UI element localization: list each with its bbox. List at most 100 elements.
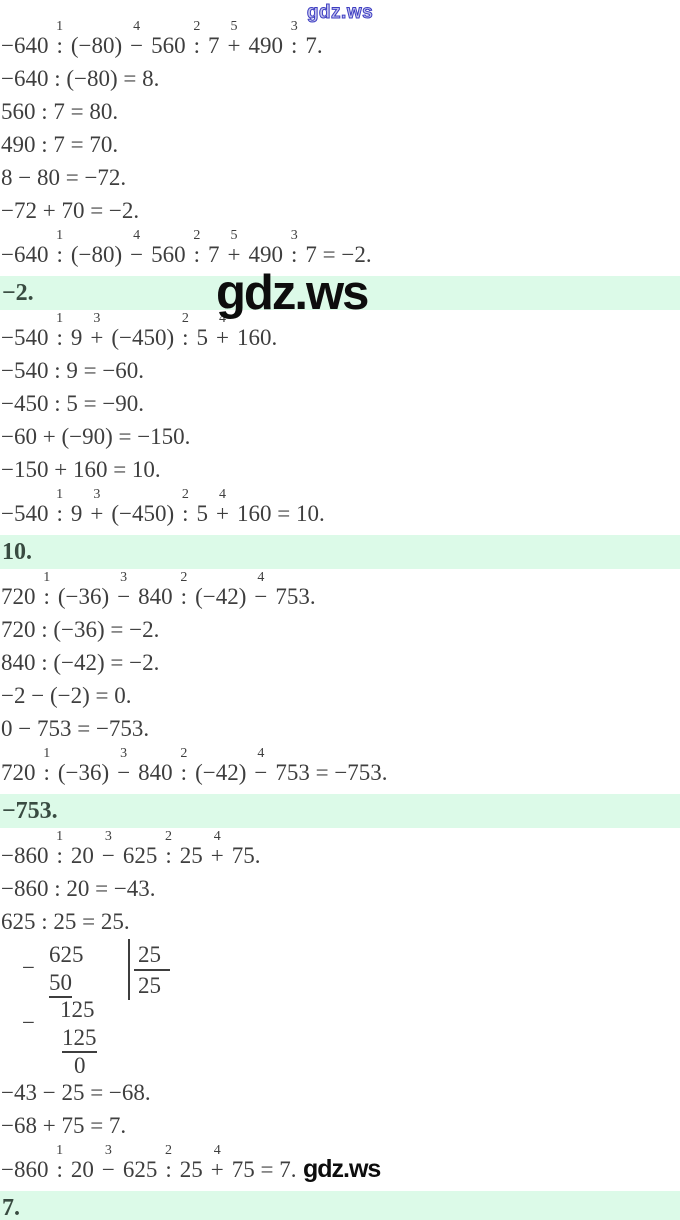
conclusion-expression: −640 1: (−80) 4−560 2:7 5 +490 3:7 = −2. (1, 228, 680, 267)
solution-step: 0 − 753 = −753. (1, 716, 150, 741)
operator-symbol: + (216, 325, 230, 350)
solution-step: −2 − (−2) = 0. (1, 683, 132, 708)
operation-order-number: 3 (290, 19, 298, 34)
math-text: (−42) (195, 760, 247, 785)
watermark-overlay: gdz.ws (303, 1155, 381, 1183)
math-text: −540 (1, 325, 49, 350)
watermark-overlay: gdz.ws (216, 266, 369, 320)
operator-with-order: 4 + (211, 1144, 224, 1182)
operator-with-order: 2: (180, 747, 187, 785)
problem-expression: 720 1: (−36) 3−840 2: (−42) 4−753. (1, 570, 680, 609)
answer-text: 10. (2, 539, 32, 565)
solution-step: 840 : (−42) = −2. (1, 650, 160, 675)
operator-with-order: 4 + (210, 830, 224, 868)
operator-symbol: : (291, 242, 298, 267)
operator-symbol: + (90, 501, 104, 526)
operator-symbol: : (56, 325, 63, 350)
operator-with-order: 4− (130, 229, 143, 267)
division-dividend: 625 (49, 942, 84, 967)
division-subtrahend: 50 (49, 971, 72, 998)
operation-order-number: 1 (56, 228, 64, 243)
answer-row: −2. gdz.ws (0, 269, 680, 318)
conclusion-expression: 720 1: (−36) 3−840 2: (−42) 4−753 = −753. (1, 746, 680, 785)
math-text: (−36) (57, 760, 110, 785)
solution-step: −150 + 160 = 10. (1, 457, 161, 482)
operation-order-number: 1 (43, 746, 51, 761)
math-text: 840 (138, 760, 173, 785)
math-text: (−36) (57, 584, 110, 609)
math-text: 25 (179, 1157, 203, 1182)
division-subtrahend: 125 (62, 1026, 97, 1053)
operation-order-number: 1 (56, 829, 64, 844)
operation-order-number: 2 (181, 487, 189, 502)
operation-order-number: 2 (193, 228, 201, 243)
operation-order-number: 4 (213, 829, 221, 844)
operator-with-order: 3− (117, 571, 130, 609)
operator-symbol: : (43, 760, 50, 785)
operator-with-order: 4− (254, 571, 268, 609)
operation-order-number: 2 (165, 1143, 173, 1158)
operator-symbol: : (165, 843, 172, 868)
operation-order-number: 2 (165, 829, 173, 844)
math-text: 25 (179, 843, 203, 868)
operator-symbol: : (56, 843, 63, 868)
operation-order-number: 2 (181, 311, 189, 326)
operator-symbol: + (227, 33, 241, 58)
conclusion-expression: −860 1:20 3−625 2:25 4 +75 = 7. gdz.ws (1, 1143, 680, 1183)
math-text: 7 (208, 242, 220, 267)
operator-with-order: 2: (180, 571, 187, 609)
operator-symbol: : (56, 1157, 63, 1182)
solution-step: −72 + 70 = −2. (1, 198, 140, 223)
solution-step: 720 : (−36) = −2. (1, 617, 160, 642)
math-text: 75. (231, 843, 261, 868)
answer-text: −753. (2, 798, 58, 824)
operation-order-number: 3 (93, 311, 101, 326)
math-text: 753. (275, 584, 316, 609)
operation-order-number: 4 (257, 746, 265, 761)
operator-symbol: + (227, 242, 241, 267)
operator-symbol: + (210, 843, 224, 868)
operator-symbol: − (254, 584, 268, 609)
operator-with-order: 3− (102, 830, 115, 868)
math-text: 560 (151, 33, 186, 58)
division-divisor: 25 (134, 943, 170, 971)
operation-order-number: 2 (180, 746, 188, 761)
operation-order-number: 5 (230, 228, 238, 243)
operation-order-number: 3 (104, 1143, 112, 1158)
solution-step: 560 : 7 = 80. (1, 99, 119, 124)
math-text: 20 (70, 843, 94, 868)
operator-symbol: : (43, 584, 50, 609)
operation-order-number: 1 (43, 570, 51, 585)
math-text: 625 (122, 1157, 158, 1182)
operation-order-number: 1 (56, 311, 64, 326)
math-text: 9 (70, 325, 83, 350)
solution-step: −860 : 20 = −43. (1, 876, 156, 901)
watermark-top: gdz.ws (306, 2, 374, 23)
operation-order-number: 3 (93, 487, 101, 502)
operation-order-number: 1 (56, 19, 64, 34)
operation-order-number: 4 (133, 228, 141, 243)
math-text: 625 (122, 843, 158, 868)
operator-with-order: 5 + (227, 20, 241, 58)
math-text: −860 (1, 843, 49, 868)
division-remainder: 125 (60, 997, 95, 1022)
math-text: (−450) (111, 325, 175, 350)
answer-text: 7. (2, 1195, 20, 1220)
answer-text: −2. (2, 280, 34, 306)
math-text: 720 (1, 584, 36, 609)
math-text: 7. (305, 33, 323, 58)
solution-step: −60 + (−90) = −150. (1, 424, 191, 449)
operator-with-order: 2: (193, 20, 200, 58)
operator-with-order: 1: (56, 229, 63, 267)
operator-with-order: 3 + (90, 312, 103, 350)
operator-symbol: : (56, 501, 63, 526)
operator-symbol: : (56, 242, 63, 267)
operator-with-order: 4− (254, 747, 267, 785)
division-minus-sign: − (22, 1010, 35, 1035)
operator-with-order: 2: (165, 1144, 172, 1182)
operator-with-order: 4− (130, 20, 143, 58)
answer-row: −753. (0, 794, 680, 828)
math-text: 75 = 7. (231, 1157, 297, 1182)
operator-with-order: 1: (56, 830, 63, 868)
operator-with-order: 2: (193, 229, 200, 267)
